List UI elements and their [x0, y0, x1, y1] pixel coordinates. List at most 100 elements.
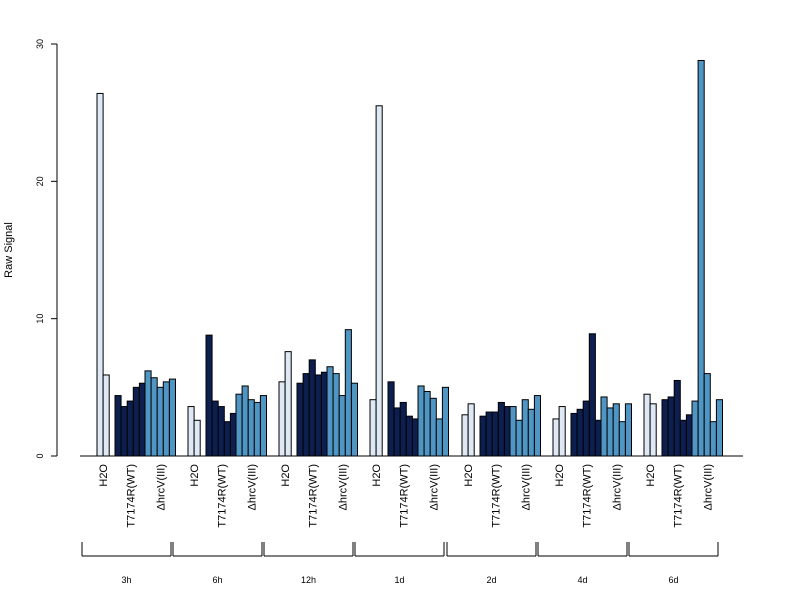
- bar: [441, 386, 449, 457]
- subgroup-label: H2O: [463, 464, 475, 487]
- bar: [661, 399, 669, 457]
- bar: [156, 386, 164, 457]
- bar: [467, 403, 475, 457]
- bar: [205, 334, 213, 457]
- bar: [618, 421, 626, 457]
- bar: [582, 400, 590, 457]
- bar: [253, 401, 261, 457]
- bar: [259, 395, 267, 457]
- subgroup-label: ΔhrcV(III): [428, 464, 440, 510]
- subgroup-label: H2O: [280, 464, 292, 487]
- y-tick-label: 30: [35, 39, 45, 49]
- bar: [703, 373, 711, 457]
- bar: [350, 382, 358, 457]
- bar: [241, 385, 249, 457]
- subgroup-label: T7174R(WT): [398, 464, 410, 528]
- group-brackets-layer: 3h 6h 12h 1d 2d 4d 6d: [81, 542, 719, 585]
- bar: [509, 406, 517, 457]
- subgroup-label: ΔhrcV(III): [246, 464, 258, 510]
- bar: [114, 395, 122, 457]
- bar: [338, 395, 346, 457]
- bar: [369, 399, 377, 457]
- bar: [667, 396, 675, 457]
- bar: [558, 406, 566, 457]
- subgroup-label: T7174R(WT): [307, 464, 319, 528]
- bar: [332, 373, 340, 457]
- y-tick-label: 0: [35, 453, 45, 458]
- subgroup-label: T7174R(WT): [125, 464, 137, 528]
- group-label: 1d: [394, 575, 404, 585]
- y-tick-label: 10: [35, 314, 45, 324]
- group-label: 2d: [486, 575, 496, 585]
- bar: [497, 401, 505, 457]
- bar: [314, 374, 322, 457]
- group-label: 3h: [121, 575, 131, 585]
- bar: [485, 411, 493, 457]
- subgroup-label: ΔhrcV(III): [520, 464, 532, 510]
- bar: [570, 412, 578, 457]
- bar: [643, 393, 651, 457]
- subgroup-label: T7174R(WT): [672, 464, 684, 528]
- y-tick-label: 20: [35, 176, 45, 186]
- bar: [533, 395, 542, 457]
- bar: [709, 421, 717, 457]
- bar: [588, 333, 596, 457]
- bar: [600, 396, 608, 457]
- group-label: 6h: [212, 575, 222, 585]
- bar: [715, 399, 724, 457]
- bar: [193, 419, 201, 457]
- subgroup-label: H2O: [645, 464, 657, 487]
- bar: [576, 408, 584, 457]
- bar: [223, 421, 231, 457]
- bar: [521, 399, 529, 457]
- subgroup-label: ΔhrcV(III): [611, 464, 623, 510]
- bar: [150, 377, 158, 457]
- bar: [461, 414, 469, 457]
- group-label: 6d: [668, 575, 678, 585]
- bar: [673, 379, 681, 457]
- bar: [126, 400, 134, 457]
- bar: [120, 406, 128, 457]
- bar: [235, 393, 243, 457]
- bar: [247, 399, 255, 457]
- bar: [387, 381, 395, 457]
- subgroup-label: ΔhrcV(III): [702, 464, 714, 510]
- bar: [375, 105, 383, 457]
- bar: [697, 59, 705, 457]
- bar: [211, 400, 219, 457]
- bar: [308, 359, 316, 457]
- bar: [399, 401, 407, 457]
- bar: [96, 92, 104, 457]
- bar: [102, 374, 110, 457]
- group-label: 4d: [577, 575, 587, 585]
- bar: [393, 407, 401, 457]
- bar: [132, 386, 140, 457]
- bar: [606, 407, 614, 457]
- group-label: 12h: [301, 575, 316, 585]
- bar: [435, 418, 443, 457]
- bar: [217, 406, 225, 457]
- bar: [296, 382, 304, 457]
- bar: [405, 415, 413, 457]
- subgroup-label: H2O: [189, 464, 201, 487]
- subgroup-label: H2O: [371, 464, 383, 487]
- bar: [612, 403, 620, 457]
- bar: [162, 381, 170, 457]
- subgroup-labels-layer: H2O T7174R(WT) ΔhrcV(III) H2O T7174R(WT) Δhrc…: [98, 464, 714, 528]
- subgroup-label: ΔhrcV(III): [337, 464, 349, 510]
- bar: [326, 366, 334, 457]
- subgroup-label: H2O: [98, 464, 110, 487]
- subgroup-label: ΔhrcV(III): [155, 464, 167, 510]
- bar: [284, 351, 292, 457]
- bar: [278, 381, 286, 457]
- bar: [552, 418, 560, 457]
- bar: [344, 329, 352, 457]
- bar: [624, 403, 633, 457]
- bar: [417, 385, 425, 457]
- subgroup-label: T7174R(WT): [216, 464, 228, 528]
- y-axis-label: Raw Signal: [3, 222, 15, 278]
- bar: [691, 400, 699, 457]
- bar: [527, 408, 535, 457]
- bar: [429, 397, 437, 457]
